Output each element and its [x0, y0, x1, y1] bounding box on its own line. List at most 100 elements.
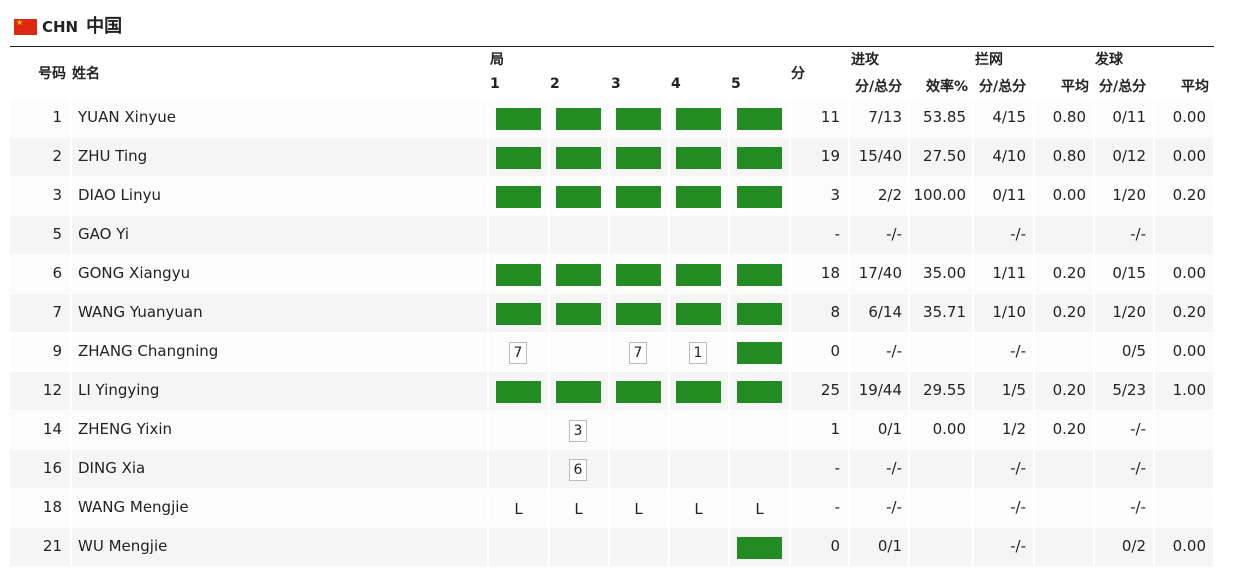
player-name[interactable]: ZHENG Yixin — [78, 420, 172, 438]
column-divider — [728, 411, 730, 449]
column-divider — [1153, 489, 1155, 527]
column-divider — [487, 177, 489, 215]
table-row: 6 GONG Xiangyu 18 17/40 35.00 1/11 0.20 0/15 0.0… — [10, 255, 1213, 294]
column-divider — [972, 450, 974, 488]
player-name[interactable]: GONG Xiangyu — [78, 264, 191, 282]
player-name[interactable]: WANG Mengjie — [78, 498, 189, 516]
serve-points: 1/20 — [1112, 303, 1146, 321]
attack-points: -/- — [886, 498, 902, 516]
header-name: 姓名 — [72, 66, 100, 82]
column-divider — [668, 216, 670, 254]
set-5-indicator — [737, 537, 782, 559]
column-divider — [1153, 255, 1155, 293]
player-name[interactable]: GAO Yi — [78, 225, 129, 243]
column-divider — [789, 411, 791, 449]
serve-average: 0.00 — [1172, 264, 1206, 282]
column-divider — [848, 333, 850, 371]
column-divider — [668, 450, 670, 488]
team-header: ★ CHN 中国 — [14, 13, 122, 37]
player-name[interactable]: DING Xia — [78, 459, 146, 477]
column-divider — [1093, 255, 1095, 293]
china-flag-icon: ★ — [14, 19, 37, 35]
column-divider — [972, 99, 974, 137]
column-divider — [1033, 450, 1035, 488]
set-3-indicator — [616, 381, 661, 403]
block-average: 0.80 — [1052, 147, 1086, 165]
column-divider — [668, 333, 670, 371]
column-divider — [1153, 372, 1155, 410]
attack-efficiency: 35.71 — [923, 303, 966, 321]
attack-points: 0/1 — [877, 420, 902, 438]
attack-efficiency — [905, 216, 966, 254]
attack-points: 15/40 — [858, 147, 902, 165]
serve-average: 1.00 — [1172, 381, 1206, 399]
set-2-indicator: L — [574, 500, 583, 518]
set-3-indicator — [616, 147, 661, 169]
player-name[interactable]: DIAO Linyu — [78, 186, 161, 204]
attack-efficiency — [905, 489, 966, 527]
column-divider — [789, 255, 791, 293]
column-divider — [1033, 99, 1035, 137]
player-name[interactable]: LI Yingying — [78, 381, 160, 399]
attack-efficiency: 27.50 — [923, 147, 966, 165]
player-points: 18 — [820, 264, 840, 282]
column-divider — [908, 528, 910, 566]
column-divider — [848, 177, 850, 215]
attack-points: 2/2 — [877, 186, 902, 204]
player-points: 0 — [830, 342, 840, 360]
player-name[interactable]: ZHU Ting — [78, 147, 148, 165]
attack-points: 7/13 — [868, 108, 902, 126]
column-divider — [1093, 372, 1095, 410]
column-divider — [1033, 294, 1035, 332]
column-divider — [548, 216, 550, 254]
set-1-indicator — [496, 186, 541, 208]
set-4-indicator — [676, 108, 721, 130]
block-average — [1030, 216, 1086, 254]
set-3-indicator — [616, 264, 661, 286]
header-attack: 进攻 — [851, 52, 879, 68]
column-divider — [908, 177, 910, 215]
player-points: - — [834, 498, 840, 516]
column-divider — [487, 216, 489, 254]
column-divider — [487, 489, 489, 527]
column-divider — [789, 216, 791, 254]
table-row: 3 DIAO Linyu 3 2/2 100.00 0/11 0.00 1/20 0.20 — [10, 177, 1213, 216]
column-divider — [1033, 333, 1035, 371]
column-divider — [70, 333, 72, 371]
column-divider — [1093, 489, 1095, 527]
block-average: 0.20 — [1052, 303, 1086, 321]
player-number: 2 — [52, 147, 62, 165]
table-row: 16 DING Xia - -/- -/- -/- 6 — [10, 450, 1213, 489]
column-divider — [848, 489, 850, 527]
column-divider — [728, 255, 730, 293]
column-divider — [972, 333, 974, 371]
column-divider — [1033, 138, 1035, 176]
column-divider — [70, 528, 72, 566]
serve-average: 0.00 — [1172, 147, 1206, 165]
column-divider — [972, 489, 974, 527]
player-number: 5 — [52, 225, 62, 243]
player-number: 6 — [52, 264, 62, 282]
column-divider — [1153, 528, 1155, 566]
column-divider — [728, 450, 730, 488]
column-divider — [1153, 216, 1155, 254]
column-divider — [608, 333, 610, 371]
player-name[interactable]: ZHANG Changning — [78, 342, 219, 360]
player-name[interactable]: YUAN Xinyue — [78, 108, 176, 126]
player-name[interactable]: WANG Yuanyuan — [78, 303, 203, 321]
column-divider — [848, 216, 850, 254]
serve-average — [1150, 411, 1206, 449]
column-divider — [728, 372, 730, 410]
column-divider — [608, 372, 610, 410]
column-divider — [70, 411, 72, 449]
player-name[interactable]: WU Mengjie — [78, 537, 168, 555]
column-divider — [789, 528, 791, 566]
serve-points: -/- — [1130, 498, 1146, 516]
block-points: -/- — [1010, 342, 1026, 360]
attack-efficiency: 100.00 — [913, 186, 967, 204]
column-divider — [1093, 528, 1095, 566]
column-divider — [1153, 294, 1155, 332]
column-divider — [848, 138, 850, 176]
block-average: 0.20 — [1052, 420, 1086, 438]
column-divider — [789, 489, 791, 527]
